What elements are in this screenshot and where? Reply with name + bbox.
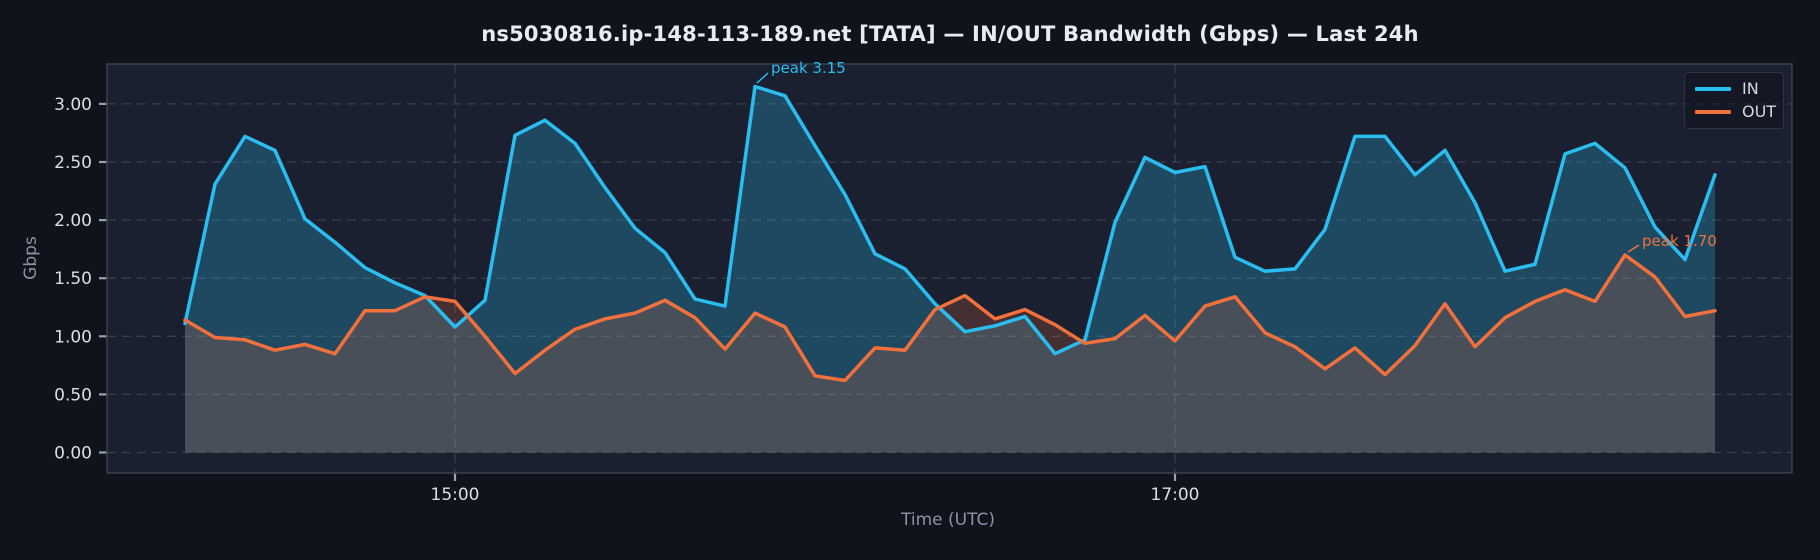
- x-tick-label: 17:00: [1151, 485, 1200, 505]
- out-peak-pointer-line: [1627, 244, 1640, 253]
- legend-item-out[interactable]: OUT: [1695, 101, 1783, 121]
- y-axis-label: Gbps: [21, 236, 41, 280]
- legend: IN OUT: [1684, 72, 1784, 129]
- series-area-fills: [185, 86, 1715, 453]
- in-line-swatch: [1695, 87, 1731, 92]
- y-tick-label: 0.00: [54, 444, 92, 464]
- in-line: [183, 84, 1717, 356]
- out-area-fill: [185, 255, 1715, 453]
- legend-label-out: OUT: [1742, 101, 1777, 121]
- y-tick-label: 1.00: [54, 327, 92, 347]
- plot-border: [106, 63, 1793, 474]
- legend-label-in: IN: [1742, 79, 1759, 99]
- y-tick-label: 3.00: [54, 95, 92, 115]
- in-area-fill: [185, 86, 1715, 453]
- x-tick-label: 15:00: [431, 485, 480, 505]
- x-axis-label: Time (UTC): [900, 510, 995, 530]
- axis-ticks: [99, 102, 1177, 481]
- series-lines: [183, 84, 1717, 383]
- chart-title: ns5030816.ip-148-113-189.net [TATA] — IN…: [481, 22, 1419, 46]
- y-tick-label: 0.50: [54, 385, 92, 405]
- y-tick-label: 2.00: [54, 211, 92, 231]
- in-peak-annotation: peak 3.15: [771, 59, 846, 77]
- y-tick-label: 2.50: [54, 153, 92, 173]
- axis-tick-labels: 0.00 0.50 1.00 1.50 2.00 2.50 3.00 15:00 17:00: [54, 95, 1199, 505]
- in-peak-pointer-line: [756, 72, 769, 84]
- gridlines: [107, 64, 1792, 473]
- legend-item-in[interactable]: IN: [1695, 81, 1783, 97]
- out-line: [183, 253, 1717, 383]
- y-tick-label: 1.50: [54, 269, 92, 289]
- out-peak-annotation: peak 1.70: [1642, 232, 1717, 250]
- out-line-swatch: [1695, 109, 1731, 114]
